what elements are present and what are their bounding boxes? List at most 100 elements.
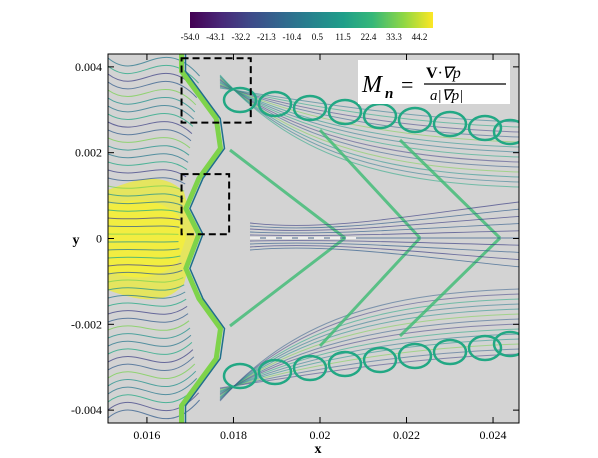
plume-cell — [492, 330, 519, 358]
colorbar-tick-label: -21.3 — [257, 32, 276, 42]
contour-line — [108, 385, 199, 404]
plume-contour-line — [219, 328, 519, 394]
plume-cell — [292, 354, 328, 382]
axial-contour-line — [249, 223, 519, 234]
y-tick-label: 0.004 — [75, 60, 102, 74]
colorbar-tick-label: 44.2 — [412, 32, 428, 42]
axial-contour-line — [249, 201, 519, 226]
contour-line — [108, 185, 185, 192]
plume-contour-line — [219, 81, 519, 153]
plume-cell — [362, 346, 398, 374]
formula-numerator: V ·∇p — [426, 65, 461, 82]
contour-line — [108, 248, 180, 251]
colorbar: -54.0 -43.1 -32.2 -21.3 -10.4 0.5 11.5 22.4 33.3… — [181, 12, 433, 42]
plume-cell — [467, 334, 503, 362]
mach-formula: M n = V ·∇p a|∇p| — [358, 60, 510, 104]
x-axis-label: x — [315, 442, 322, 457]
plume-cell — [432, 338, 468, 366]
shock-diamond-line — [229, 148, 346, 240]
contour-line — [108, 284, 185, 291]
contour-line — [108, 145, 190, 156]
axial-contour-line — [249, 215, 519, 231]
plume-contour-line — [219, 308, 519, 398]
contour-field — [108, 54, 519, 423]
plume-cell — [292, 94, 328, 122]
contour-line — [108, 277, 184, 283]
plume-contour-line — [219, 82, 519, 148]
plume-contour-line — [219, 79, 519, 163]
axial-contour-line — [249, 208, 519, 229]
contour-line — [108, 217, 181, 221]
colorbar-tick-label: 33.3 — [386, 32, 402, 42]
axial-contour-line — [249, 242, 519, 253]
plume-contour-line — [219, 77, 519, 173]
colorbar-gradient — [190, 12, 433, 28]
plume-cell — [327, 350, 363, 378]
colorbar-tick-label: -10.4 — [282, 32, 301, 42]
colorbar-tick-label: 11.5 — [335, 32, 351, 42]
contour-line — [108, 370, 197, 388]
shock-diamond-line — [398, 236, 502, 338]
contour-line — [108, 129, 192, 142]
contour-line — [108, 363, 196, 380]
contour-line — [108, 121, 193, 134]
plume-cell — [397, 106, 433, 134]
formula-background — [358, 60, 510, 104]
y-axis-label: y — [73, 233, 80, 248]
x-tick-label: 0.02 — [309, 428, 330, 442]
plume-contour-line — [219, 76, 519, 178]
x-tick-label: 0.018 — [220, 428, 247, 442]
plume-contour-line — [219, 298, 519, 400]
contour-line — [108, 269, 183, 275]
axial-contour-line — [249, 230, 519, 236]
plume-cell — [397, 342, 433, 370]
zoom-boxes — [180, 57, 252, 236]
colorbar-tick-label: -43.1 — [206, 32, 225, 42]
plume-contour-line — [219, 323, 519, 395]
contour-line — [108, 298, 187, 307]
plume-cell — [432, 110, 468, 138]
contour-line — [108, 80, 198, 98]
plume-contour-line — [219, 86, 519, 128]
plume-contour-line — [219, 85, 519, 133]
colorbar-tick-label: 22.4 — [361, 32, 377, 42]
colorbar-tick-label: -32.2 — [232, 32, 251, 42]
x-tick-label: 0.016 — [133, 428, 160, 442]
plume-cell — [257, 358, 293, 386]
x-tick-label: 0.024 — [480, 428, 507, 442]
plume-cell — [222, 362, 258, 390]
zoom-box-upper — [180, 57, 252, 124]
contour-line — [108, 201, 183, 207]
contour-line — [108, 161, 188, 171]
contour-line — [108, 96, 196, 113]
formula-numerator-rest: ·∇p — [438, 65, 461, 82]
formula-denominator: a|∇p| — [430, 88, 463, 104]
contour-line — [108, 88, 197, 106]
shock-diamond-line — [318, 236, 422, 348]
colorbar-tick-labels: -54.0 -43.1 -32.2 -21.3 -10.4 0.5 11.5 22.4 33.3… — [181, 32, 428, 42]
plume-contour-line — [219, 78, 519, 168]
colorbar-tick-label: -54.0 — [181, 32, 200, 42]
plume-cell — [257, 90, 293, 118]
plume-contour-line — [219, 343, 519, 391]
y-tick-label: 0 — [96, 232, 102, 246]
plume-contour-lines — [219, 74, 519, 402]
contour-line — [108, 399, 200, 420]
y-axis-ticks: 0.004 0.002 0 -0.002 -0.004 — [71, 60, 519, 417]
plume-cell — [467, 114, 503, 142]
y-tick-label: 0.002 — [75, 146, 102, 160]
contour-line — [108, 342, 193, 355]
contour-line — [108, 291, 186, 299]
axial-contour-line — [249, 245, 519, 261]
contour-line — [108, 262, 182, 267]
contour-line — [108, 56, 200, 77]
x-tick-label: 0.022 — [393, 428, 420, 442]
plume-contour-line — [219, 83, 519, 143]
contour-line — [108, 177, 186, 185]
contour-line — [108, 349, 194, 363]
contour-line — [108, 153, 189, 163]
plume-cell — [492, 118, 519, 146]
contour-line — [108, 137, 191, 149]
contour-line — [108, 305, 188, 315]
